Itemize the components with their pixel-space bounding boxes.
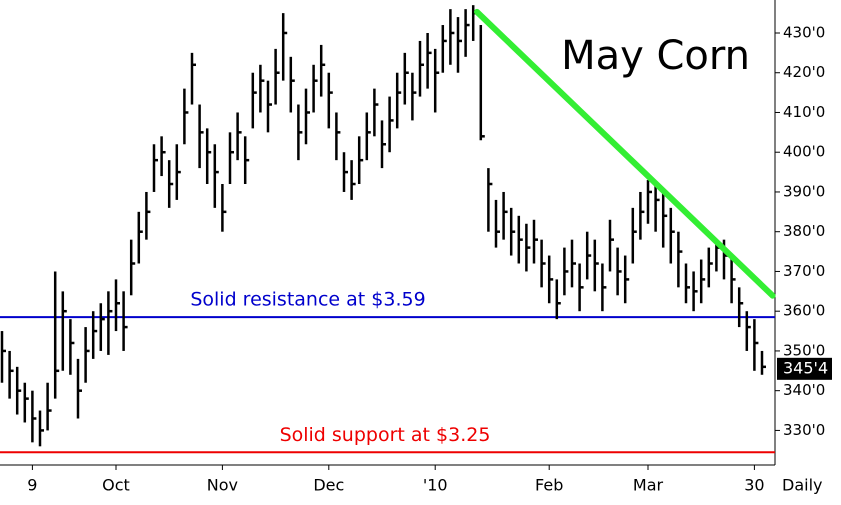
y-tick-label: 400'0 [783,143,825,161]
y-tick-label: 410'0 [783,103,825,121]
y-tick-label: 340'0 [783,381,825,399]
x-tick-label: Nov [207,476,238,495]
last-price-box [777,357,832,380]
y-tick-label: 390'0 [783,182,825,200]
y-tick-label: 370'0 [783,262,825,280]
y-tick-label: 360'0 [783,302,825,320]
x-tick-label: '10 [423,476,448,495]
chart-title: May Corn [561,33,750,79]
y-tick-label: 330'0 [783,421,825,439]
level-label: Solid resistance at $3.59 [190,289,425,311]
x-tick-label: Mar [633,476,664,495]
trend-line [474,8,776,299]
x-tick-label: 9 [27,476,37,495]
x-tick-label: Feb [535,476,563,495]
y-tick-label: 350'0 [783,341,825,359]
period-label: Daily [782,476,822,495]
y-tick-label: 380'0 [783,222,825,240]
x-tick-label: Oct [102,476,130,495]
x-tick-label: 30 [744,476,764,495]
y-tick-label: 420'0 [783,63,825,81]
level-label: Solid support at $3.25 [280,424,491,446]
last-price-label: 345'4 [783,358,828,377]
x-tick-label: Dec [313,476,344,495]
y-tick-label: 430'0 [783,23,825,41]
